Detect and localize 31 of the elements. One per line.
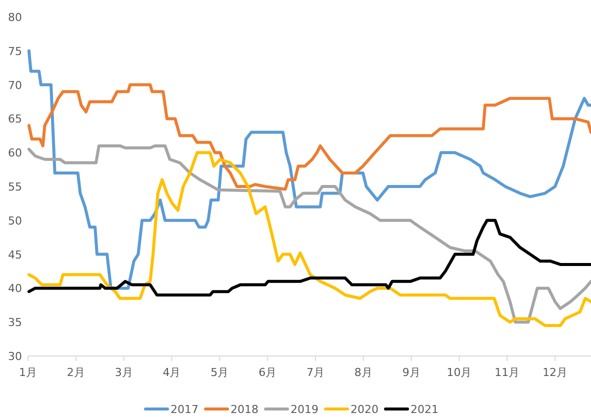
y-tick-label: 75 <box>8 44 22 58</box>
x-tick-label: 2月 <box>66 366 85 379</box>
line-series <box>27 49 591 290</box>
legend-label: 2021 <box>410 403 438 416</box>
y-tick-label: 45 <box>8 248 22 262</box>
legend-label: 2018 <box>230 403 258 416</box>
x-tick-label: 12月 <box>542 366 568 379</box>
y-tick-label: 70 <box>8 78 22 92</box>
line-series <box>27 83 591 191</box>
x-tick-label: 6月 <box>258 366 277 379</box>
x-tick-label: 5月 <box>210 366 229 379</box>
legend-label: 2020 <box>350 403 378 416</box>
x-tick-label: 7月 <box>306 366 324 379</box>
x-tick-label: 8月 <box>354 366 372 379</box>
y-tick-label: 35 <box>8 316 22 330</box>
y-tick-label: 50 <box>8 214 22 228</box>
x-tick-label: 1月 <box>19 366 37 379</box>
x-tick-label: 9月 <box>402 366 420 379</box>
y-tick-label: 40 <box>8 282 22 296</box>
x-tick-label: 4月 <box>162 366 181 379</box>
y-tick-label: 55 <box>8 180 22 194</box>
y-tick-label: 30 <box>8 350 22 363</box>
x-tick-label: 3月 <box>114 366 133 379</box>
legend-label: 2019 <box>290 403 318 416</box>
y-tick-label: 60 <box>8 146 22 160</box>
legend-label: 2017 <box>170 403 198 416</box>
line-series <box>27 218 591 296</box>
y-tick-label: 65 <box>8 112 22 126</box>
x-tick-label: 11月 <box>494 366 520 379</box>
y-tick-label: 80 <box>8 11 22 24</box>
x-tick-label: 10月 <box>446 366 472 379</box>
